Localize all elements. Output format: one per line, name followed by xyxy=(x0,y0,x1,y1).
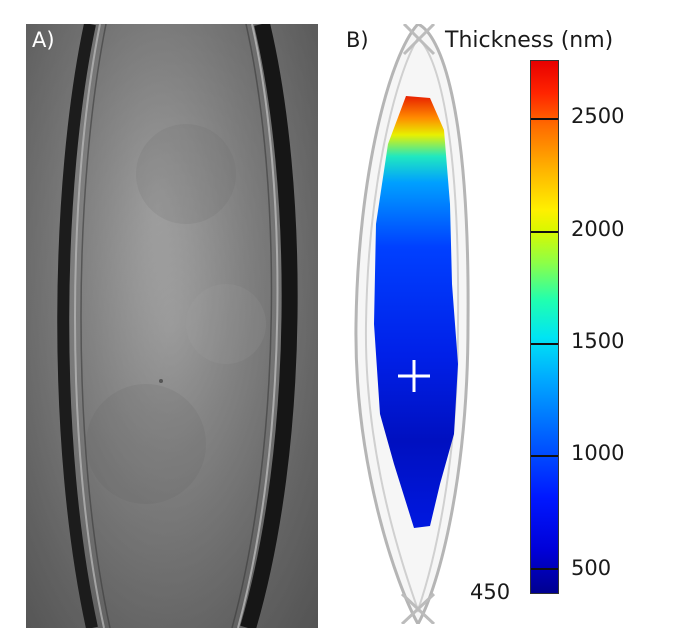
colorbar-label-2500: 2500 xyxy=(571,104,625,128)
colorbar-label-1000: 1000 xyxy=(571,441,625,465)
crosshair-icon xyxy=(398,360,430,392)
colorbar-tick xyxy=(531,568,558,570)
panel-a-graphic xyxy=(26,24,318,628)
panel-b-image xyxy=(330,22,520,628)
colorbar-label-2000: 2000 xyxy=(571,217,625,241)
colorbar-tick xyxy=(531,455,558,457)
panel-a-image xyxy=(26,24,318,628)
colorbar-min-label: 450 xyxy=(470,580,511,604)
panel-b-label: B) xyxy=(346,28,369,52)
colorbar xyxy=(530,60,559,594)
colorbar-tick xyxy=(531,343,558,345)
colorbar-tick xyxy=(531,231,558,233)
colorbar-label-1500: 1500 xyxy=(571,329,625,353)
colorbar-tick xyxy=(531,118,558,120)
panel-a-label: A) xyxy=(32,28,55,52)
panel-b-graphic xyxy=(354,22,470,628)
colorbar-label-500: 500 xyxy=(571,556,612,580)
colorbar-title: Thickness (nm) xyxy=(445,28,614,53)
